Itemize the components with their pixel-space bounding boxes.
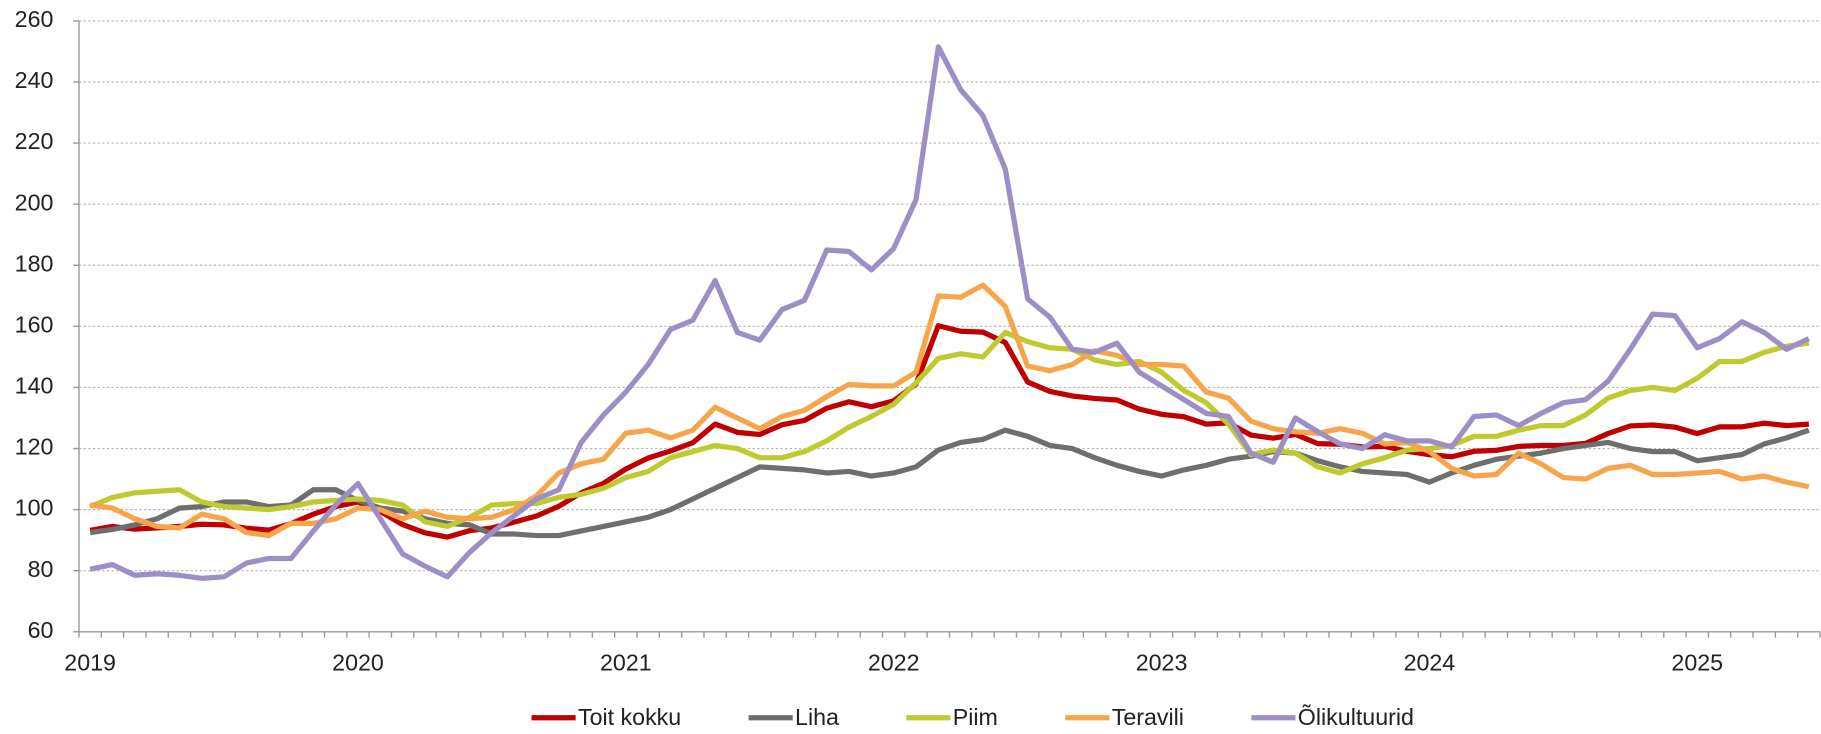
legend-label: Piim (953, 704, 998, 730)
legend-item: Liha (748, 704, 839, 730)
y-tick-label: 120 (15, 434, 54, 460)
legend-item: Teravili (1065, 704, 1184, 730)
y-tick-label: 220 (15, 128, 54, 154)
x-tick-label: 2023 (1136, 649, 1188, 675)
legend-label: Teravili (1112, 704, 1184, 730)
y-tick-label: 260 (15, 6, 54, 32)
x-tick-label: 2020 (332, 649, 384, 675)
legend-item: Toit kokku (531, 704, 681, 730)
y-tick-label: 200 (15, 189, 54, 215)
legend-label: Liha (795, 704, 839, 730)
y-tick-label: 160 (15, 311, 54, 337)
y-tick-label: 140 (15, 373, 54, 399)
legend: Toit kokku Liha Piim Teravili Õlikultuurid (531, 703, 1414, 730)
x-tick-label: 2022 (868, 649, 920, 675)
y-tick-label: 100 (15, 495, 54, 521)
x-tick-label: 2025 (1671, 649, 1723, 675)
series-line (89, 44, 1810, 581)
legend-item: Õlikultuurid (1251, 703, 1414, 730)
x-tick-label: 2021 (600, 649, 652, 675)
y-tick-label: 240 (15, 67, 54, 93)
x-tick-label: 2024 (1404, 649, 1456, 675)
y-tick-label: 180 (15, 250, 54, 276)
x-tick-label: 2019 (64, 649, 116, 675)
y-tick-label: 60 (28, 617, 54, 643)
legend-label: Õlikultuurid (1298, 703, 1414, 730)
legend-item: Piim (906, 704, 998, 730)
y-tick-label: 80 (28, 556, 54, 582)
series-line (89, 329, 1810, 530)
legend-label: Toit kokku (578, 704, 681, 730)
